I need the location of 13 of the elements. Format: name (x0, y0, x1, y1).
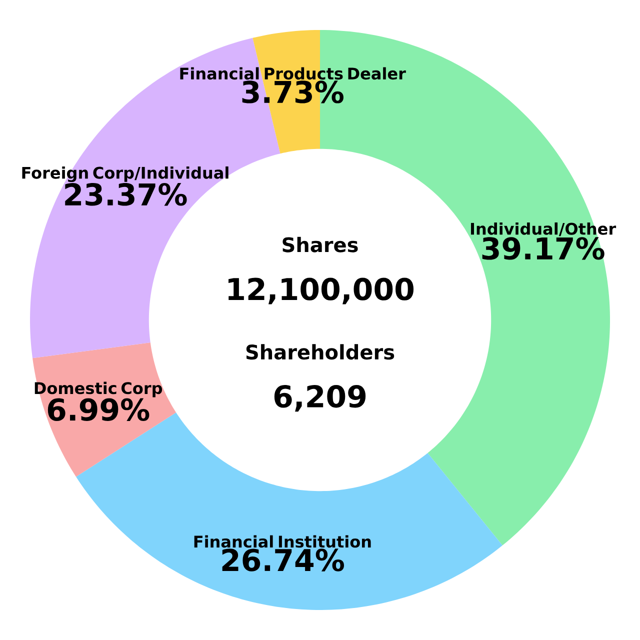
text: Shares (282, 236, 358, 252)
slice-label: Domestic Corp (34, 382, 162, 398)
text: 12,100,000 (228, 278, 414, 304)
slice-label: Financial Products Dealer (180, 67, 406, 80)
data-label: 6.99% (48, 398, 150, 421)
slice-label: Individual/Other (471, 222, 616, 236)
data-label: 23.37% (65, 183, 187, 206)
data-label: 26.74% (222, 548, 344, 572)
text: Shareholders (246, 344, 394, 360)
text: 6,209 (274, 385, 366, 412)
slice-label: Foreign Corp/Individual (22, 166, 228, 182)
slice-label: Financial Institution (194, 535, 371, 548)
data-label: 39.17% (482, 237, 604, 260)
